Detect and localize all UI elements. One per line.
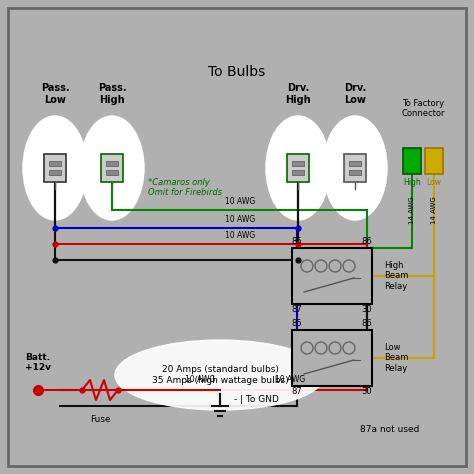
Text: Low
Beam
Relay: Low Beam Relay <box>384 343 409 373</box>
Bar <box>101 154 123 182</box>
Text: 87: 87 <box>292 387 302 396</box>
Ellipse shape <box>80 116 144 220</box>
Text: *Camaros only
Omit for Firebirds: *Camaros only Omit for Firebirds <box>148 178 222 197</box>
Text: High: High <box>403 178 421 187</box>
Text: 20 Amps (standard bulbs)
35 Amps (high wattage bulbs): 20 Amps (standard bulbs) 35 Amps (high w… <box>152 365 288 385</box>
Text: To Factory
Connector: To Factory Connector <box>401 99 445 118</box>
Bar <box>106 170 118 174</box>
Text: Drv.
Low: Drv. Low <box>344 83 366 105</box>
Text: High
Beam
Relay: High Beam Relay <box>384 261 409 291</box>
Text: Pass.
High: Pass. High <box>98 83 126 105</box>
Text: Low: Low <box>427 178 441 187</box>
Bar <box>425 148 443 174</box>
Text: 85: 85 <box>292 237 302 246</box>
Text: 14 AWG: 14 AWG <box>409 196 415 224</box>
Text: 30: 30 <box>362 305 372 314</box>
Text: Batt.
+12v: Batt. +12v <box>25 353 51 372</box>
Bar <box>292 330 372 386</box>
Bar <box>49 161 61 165</box>
Bar <box>292 161 304 165</box>
Bar <box>49 170 61 174</box>
Ellipse shape <box>115 340 325 410</box>
Bar <box>292 170 304 174</box>
Bar <box>344 154 366 182</box>
Ellipse shape <box>323 116 387 220</box>
Bar <box>403 148 421 174</box>
Text: 87a not used: 87a not used <box>360 426 419 435</box>
Text: 10 AWG: 10 AWG <box>225 197 255 206</box>
Bar <box>292 248 372 304</box>
Bar <box>349 161 361 165</box>
Bar <box>44 154 66 182</box>
Text: Drv.
High: Drv. High <box>285 83 311 105</box>
Text: Pass.
Low: Pass. Low <box>41 83 69 105</box>
Text: 86: 86 <box>362 237 373 246</box>
Ellipse shape <box>266 116 330 220</box>
Text: 85: 85 <box>292 319 302 328</box>
Bar <box>349 170 361 174</box>
Text: 10 AWG: 10 AWG <box>185 375 215 384</box>
Text: 86: 86 <box>362 319 373 328</box>
Text: 10 AWG: 10 AWG <box>225 231 255 240</box>
Bar <box>106 161 118 165</box>
Text: Fuse: Fuse <box>90 415 110 424</box>
Text: 10 AWG: 10 AWG <box>275 375 305 384</box>
Text: 30: 30 <box>362 387 372 396</box>
Text: 10 AWG: 10 AWG <box>225 215 255 224</box>
Bar <box>287 154 309 182</box>
Text: - | To GND: - | To GND <box>234 395 279 404</box>
Text: 14 AWG: 14 AWG <box>431 196 437 224</box>
Text: 87: 87 <box>292 305 302 314</box>
Text: To Bulbs: To Bulbs <box>209 65 265 79</box>
Ellipse shape <box>23 116 87 220</box>
